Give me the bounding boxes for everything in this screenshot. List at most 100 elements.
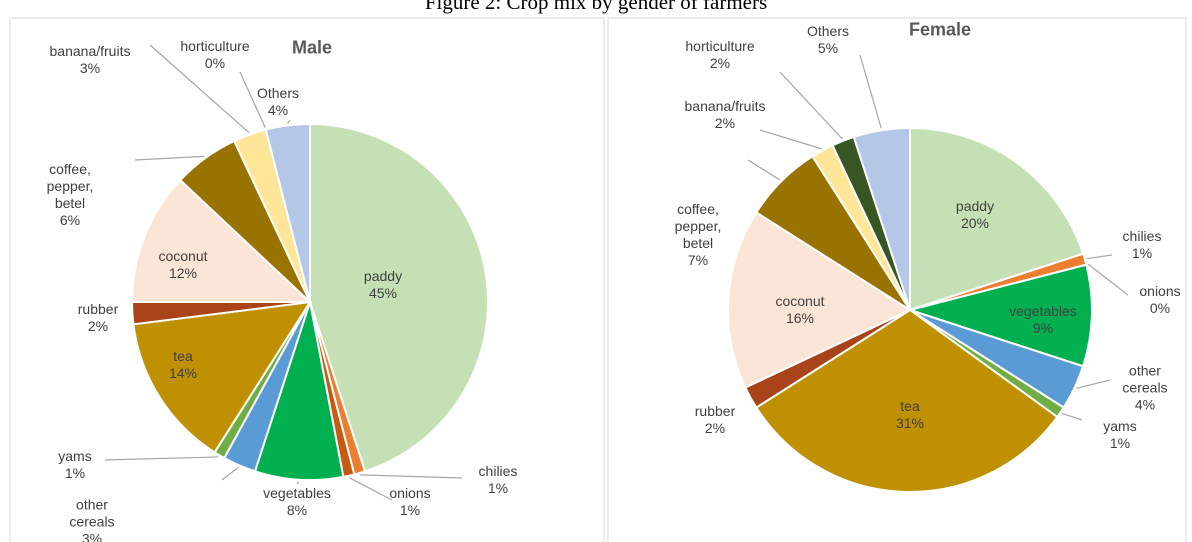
category-label: onions [389,485,431,501]
leader-line [296,481,300,485]
figure-title: Figure 2: Crop mix by gender of farmers [424,0,768,14]
data-label: vegetables 9% [1009,303,1077,337]
leader-line [104,456,219,461]
value-label: 14% [168,365,198,381]
pie-title: Female [908,19,972,40]
data-label: coffee, pepper, betel 6% [40,161,100,229]
leader-line [759,129,822,150]
leader-line [1086,254,1113,260]
data-label: horticulture 2% [685,38,754,72]
category-label: horticulture [685,38,755,54]
data-label: rubber 2% [695,403,735,437]
value-label: 7% [687,252,709,268]
leader-line [134,155,205,161]
value-label: 6% [59,212,81,228]
pie-slice [852,126,911,311]
data-label: paddy 20% [956,198,994,232]
category-label: coffee, pepper, betel [674,201,722,251]
value-label: 1% [1131,245,1153,261]
category-label: Others [256,85,300,101]
leader-line [286,119,291,124]
pie-slice [309,122,489,473]
leader-line [239,71,266,128]
data-label: tea 31% [896,398,924,432]
value-label: 4% [267,102,289,118]
leader-line [1061,412,1083,421]
value-label: 0% [204,55,226,71]
category-label: yams [58,448,92,464]
data-label: coconut 12% [158,248,207,282]
value-label: 12% [168,265,198,281]
value-label: 31% [895,415,925,431]
panel-border [607,17,1187,542]
value-label: 20% [960,215,990,231]
category-label: other cereals [1122,362,1168,396]
data-label: Others 4% [257,85,299,119]
leader-line [1087,263,1129,296]
data-label: banana/fruits 2% [685,98,766,132]
data-label: yams 1% [1103,418,1136,452]
value-label: 1% [64,465,86,481]
data-label: coffee, pepper, betel 7% [668,201,728,269]
data-label: Others 5% [807,23,849,57]
category-label: rubber [694,403,736,419]
category-label: coconut [775,293,825,309]
value-label: 8% [286,502,308,518]
leader-line [149,44,250,134]
pie-slice [264,122,311,303]
pie-slice [909,126,1085,312]
leader-line [747,159,781,181]
panel-border [9,17,605,542]
category-label: other cereals [69,496,115,530]
value-label: 16% [785,310,815,326]
pie-slice [727,211,913,389]
category-label: tea [900,398,920,414]
data-label: vegetables 8% [263,485,331,519]
category-label: vegetables [263,485,331,501]
pie-slice [130,178,313,303]
category-label: tea [173,348,193,364]
category-label: onions [1139,283,1181,299]
category-label: paddy [955,198,995,214]
leader-line [221,466,239,481]
data-label: horticulture 0% [180,38,249,72]
data-label: onions 1% [389,485,430,519]
category-label: horticulture [180,38,250,54]
data-label: chilies 1% [1123,228,1162,262]
value-label: 3% [81,530,103,542]
data-label: tea 14% [169,348,197,382]
value-label: 0% [1149,300,1171,316]
data-label: onions 0% [1139,283,1180,317]
data-label: other cereals 3% [62,497,122,542]
category-label: chilies [478,463,518,479]
category-label: paddy [363,268,403,284]
value-label: 2% [714,115,736,131]
value-label: 5% [817,40,839,56]
value-label: 9% [1032,320,1054,336]
leader-line [360,474,463,479]
category-label: coffee, pepper, betel [46,161,94,211]
data-label: chilies 1% [479,463,518,497]
data-label: other cereals 4% [1115,363,1175,414]
pie-slice [906,263,1093,368]
value-label: 4% [1134,396,1156,413]
value-label: 45% [368,285,398,301]
data-label: yams 1% [58,448,91,482]
value-label: 2% [704,420,726,436]
leader-line [1076,379,1111,389]
pie-slice [132,300,312,454]
category-label: coconut [158,248,208,264]
value-label: 2% [87,318,109,334]
leader-line [348,477,393,501]
pie-title: Male [291,37,333,58]
pie-slice [253,301,345,481]
category-label: vegetables [1009,303,1077,319]
leader-line [779,71,843,140]
value-label: 2% [709,55,731,71]
value-label: 1% [399,502,421,518]
value-label: 3% [79,60,101,76]
value-label: 1% [487,480,509,496]
data-label: coconut 16% [775,293,824,327]
